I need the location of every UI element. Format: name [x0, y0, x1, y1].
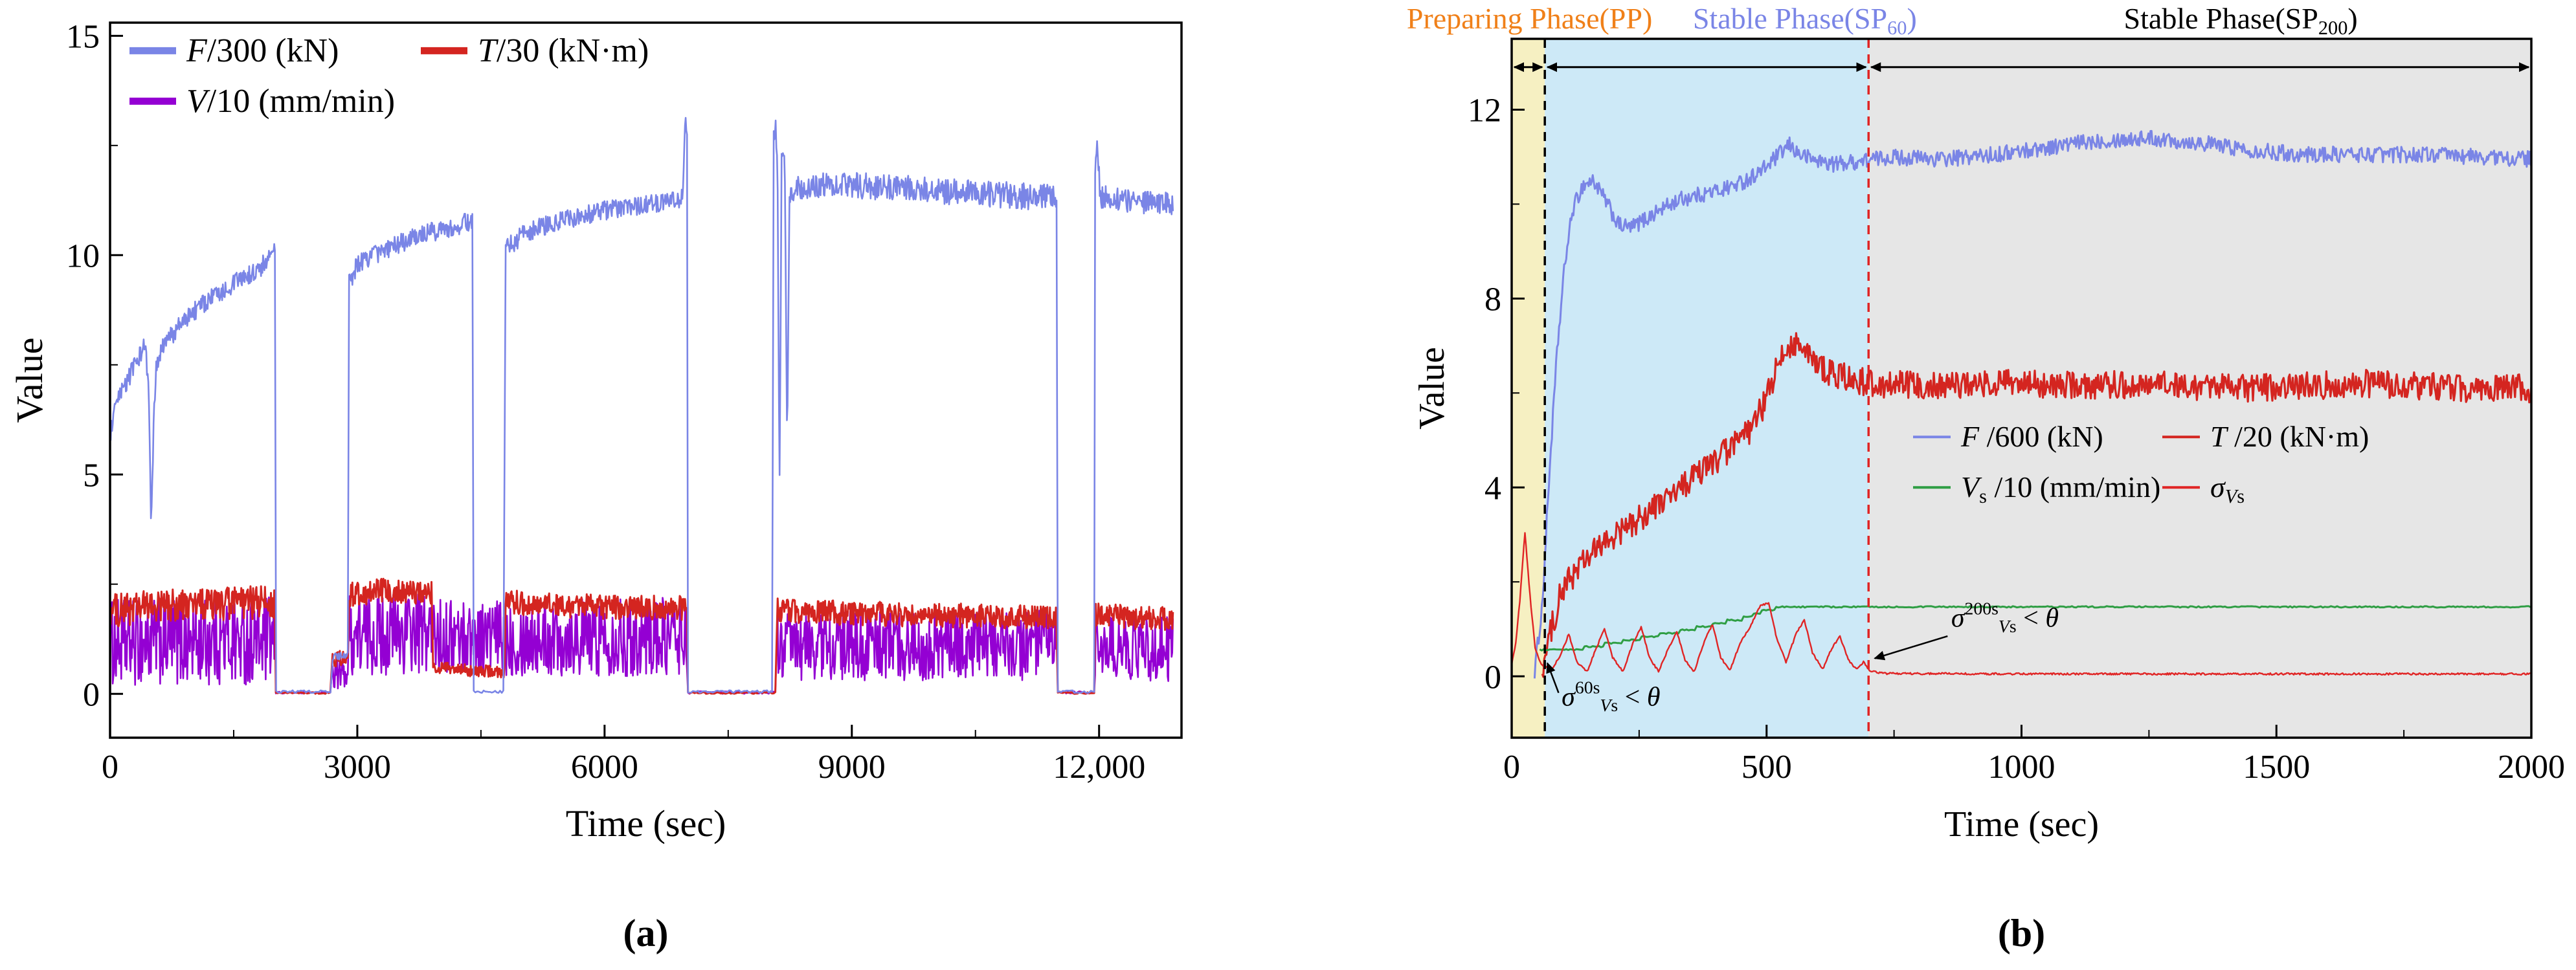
x-tick-label: 0 [1503, 749, 1520, 786]
legend-label-F: F/300 (kN) [186, 32, 339, 69]
series-T [110, 577, 1174, 695]
annotation-arrow-0 [1546, 662, 1560, 694]
y-tick-label: 4 [1484, 470, 1501, 507]
series-Vs [1539, 605, 2531, 652]
y-tick-label: 12 [1468, 93, 1501, 129]
x-tick-label: 12,000 [1053, 749, 1145, 786]
phase-label-1: Stable Phase(SP60) [1693, 2, 1917, 39]
legend-label-sigmaVs: σVs [2210, 470, 2245, 507]
x-tick-label: 1500 [2243, 749, 2310, 786]
series-T [1541, 332, 2531, 678]
panel-a: 0 3000 6000 9000 12,000 0 5 10 15 Time (sec) Value… [8, 19, 1183, 954]
legend-label-T: T/30 (kN·m) [478, 32, 649, 69]
x-axis-label: Time (sec) [1944, 804, 2099, 844]
series-F [110, 116, 1174, 694]
panel-b-chart: 0 500 1000 1500 2000 0 4 8 12 Time (sec) Value F /6… [1407, 2, 2565, 954]
legend: F /600 (kN) T /20 (kN·m) Vs /10 (mm/min) σV… [1913, 420, 2369, 507]
annotation-0: σ60sVs < θ [1562, 677, 1660, 714]
x-tick-label: 3000 [324, 749, 391, 786]
x-tick-label: 9000 [818, 749, 886, 786]
y-tick-label: 5 [83, 457, 100, 494]
sp60-region [1545, 39, 1869, 738]
x-tick-label: 2000 [2498, 749, 2565, 786]
plot-frame [109, 21, 1183, 739]
y-axis-label: Value [1412, 347, 1452, 430]
y-tick-label: 0 [1484, 659, 1501, 696]
legend-label-T: T /20 (kN·m) [2210, 420, 2369, 453]
annotation-arrow-1 [1874, 635, 1948, 661]
x-tick-label: 1000 [1988, 749, 2055, 786]
series-F [1533, 129, 2531, 679]
panel-a-chart: 0 3000 6000 9000 12,000 0 5 10 15 Time (sec) Value… [8, 19, 1183, 954]
series-sigmaVs [1512, 532, 2531, 676]
y-tick-label: 15 [66, 19, 100, 56]
legend-label-F: F /600 (kN) [1960, 420, 2103, 453]
caption-a: (a) [623, 912, 669, 954]
y-tick-label: 8 [1484, 281, 1501, 318]
x-tick-label: 0 [102, 749, 118, 786]
y-axis-label: Value [8, 337, 50, 423]
x-axis-label: Time (sec) [566, 802, 726, 844]
panel-b: 0 500 1000 1500 2000 0 4 8 12 Time (sec) Value F /6… [1288, 0, 2576, 970]
y-tick-label: 0 [83, 676, 100, 713]
legend-label-Vs: Vs /10 (mm/min) [1961, 470, 2160, 507]
legend-label-V: V/10 (mm/min) [186, 83, 395, 120]
annotation-1: σ200sVs < θ [1951, 599, 2059, 636]
phase-label-2: Stable Phase(SP200) [2124, 2, 2358, 39]
x-tick-label: 500 [1742, 749, 1792, 786]
x-tick-label: 6000 [571, 749, 638, 786]
phase-label-0: Preparing Phase(PP) [1407, 2, 1652, 35]
caption-b: (b) [1998, 912, 2045, 954]
y-tick-label: 10 [66, 237, 100, 274]
legend: F/300 (kN) T/30 (kN·m) V/10 (mm/min) [129, 32, 649, 120]
